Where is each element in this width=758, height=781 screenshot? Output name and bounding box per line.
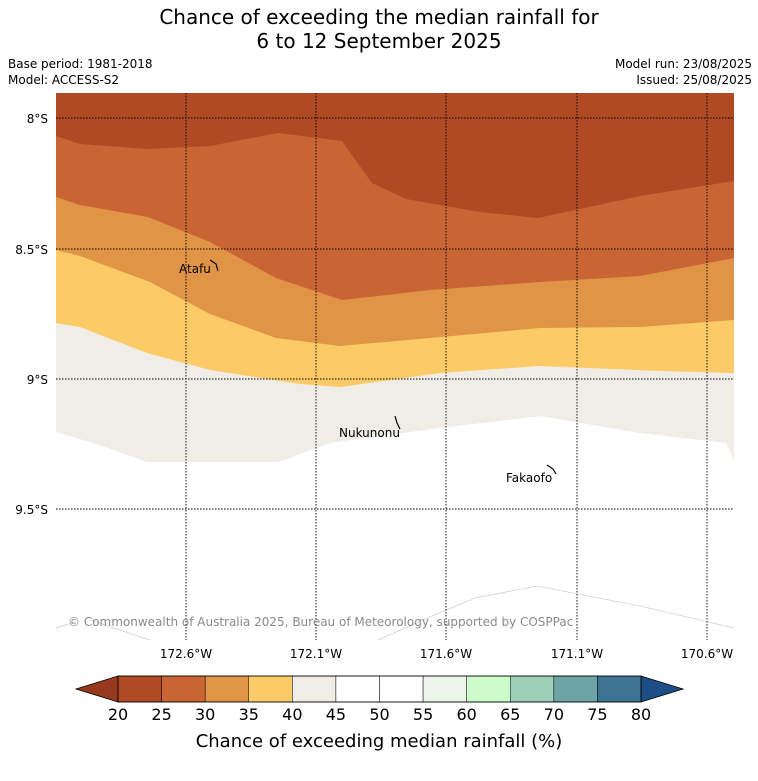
colorbar-segment (379, 675, 424, 703)
colorbar-segment (335, 675, 380, 703)
lat-label: 8°S (27, 112, 48, 126)
colorbar-tick-label: 30 (195, 705, 215, 724)
boundary-line (89, 619, 151, 640)
colorbar-over-arrow (640, 675, 685, 703)
colorbar-tick-label: 25 (151, 705, 171, 724)
colorbar-tick-label: 65 (500, 705, 520, 724)
model-name: Model: ACCESS-S2 (8, 73, 120, 87)
lat-label: 8.5°S (15, 243, 48, 257)
colorbar: 20 25 30 35 40 45 50 55 60 65 70 75 80 (74, 675, 685, 724)
colorbar-segment (510, 675, 555, 703)
lon-label: 171.1°W (551, 647, 603, 661)
band-20-25 (56, 93, 734, 218)
colorbar-under-arrow (74, 675, 119, 703)
lon-label: 172.6°W (160, 647, 212, 661)
title-line-1: Chance of exceeding the median rainfall … (159, 5, 599, 29)
colorbar-tick-label: 75 (587, 705, 607, 724)
issued-date: Issued: 25/08/2025 (636, 73, 752, 87)
rainfall-probability-map (56, 93, 734, 640)
base-info: Base period: 1981-2018 Model: ACCESS-S2 (8, 56, 153, 88)
fakaofo-island-shape (546, 464, 557, 475)
atafu-island-shape (209, 259, 219, 272)
colorbar-segment (161, 675, 206, 703)
title-line-2: 6 to 12 September 2025 (256, 29, 502, 53)
colorbar-tick-label: 20 (108, 705, 128, 724)
place-label-fakaofo: Fakaofo (506, 471, 552, 485)
colorbar-tick-label: 55 (413, 705, 433, 724)
colorbar-tick-label: 40 (282, 705, 302, 724)
place-label-atafu: Atafu (179, 262, 211, 276)
lat-label: 9°S (27, 373, 48, 387)
copyright-notice: © Commonwealth of Australia 2025, Bureau… (68, 615, 573, 629)
model-run: Model run: 23/08/2025 (614, 57, 752, 71)
lon-label: 171.6°W (420, 647, 472, 661)
lat-label: 9.5°S (15, 503, 48, 517)
graticule (56, 93, 734, 640)
place-label-nukunonu: Nukunonu (339, 426, 400, 440)
base-period: Base period: 1981-2018 (8, 57, 153, 71)
colorbar-tick-label: 60 (456, 705, 476, 724)
colorbar-segment (248, 675, 293, 703)
colorbar-title: Chance of exceeding median rainfall (%) (196, 731, 563, 752)
colorbar-segment (117, 675, 162, 703)
colorbar-segment (422, 675, 467, 703)
run-info: Model run: 23/08/2025 Issued: 25/08/2025 (615, 56, 752, 88)
colorbar-tick-label: 35 (239, 705, 259, 724)
colorbar-tick-label: 70 (544, 705, 564, 724)
colorbar-segment (292, 675, 337, 703)
lon-label: 170.6°W (681, 647, 733, 661)
colorbar-segment (553, 675, 598, 703)
colorbar-tick-label: 45 (326, 705, 346, 724)
lon-label: 172.1°W (290, 647, 342, 661)
colorbar-segment (204, 675, 250, 703)
boundary-line (377, 585, 734, 640)
boundary-line (56, 621, 76, 629)
colorbar-tick-label: 50 (369, 705, 389, 724)
map-title: Chance of exceeding the median rainfall … (0, 5, 758, 53)
colorbar-segment (597, 675, 642, 703)
nukunonu-island-shape (394, 415, 401, 430)
colorbar-segment (466, 675, 511, 703)
colorbar-tick-label: 80 (631, 705, 651, 724)
colorbar-frame (117, 675, 642, 703)
